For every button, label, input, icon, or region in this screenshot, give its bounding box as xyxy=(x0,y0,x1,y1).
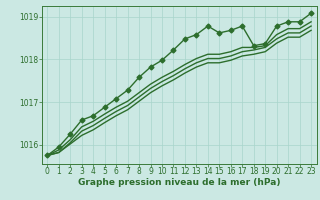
X-axis label: Graphe pression niveau de la mer (hPa): Graphe pression niveau de la mer (hPa) xyxy=(78,178,280,187)
